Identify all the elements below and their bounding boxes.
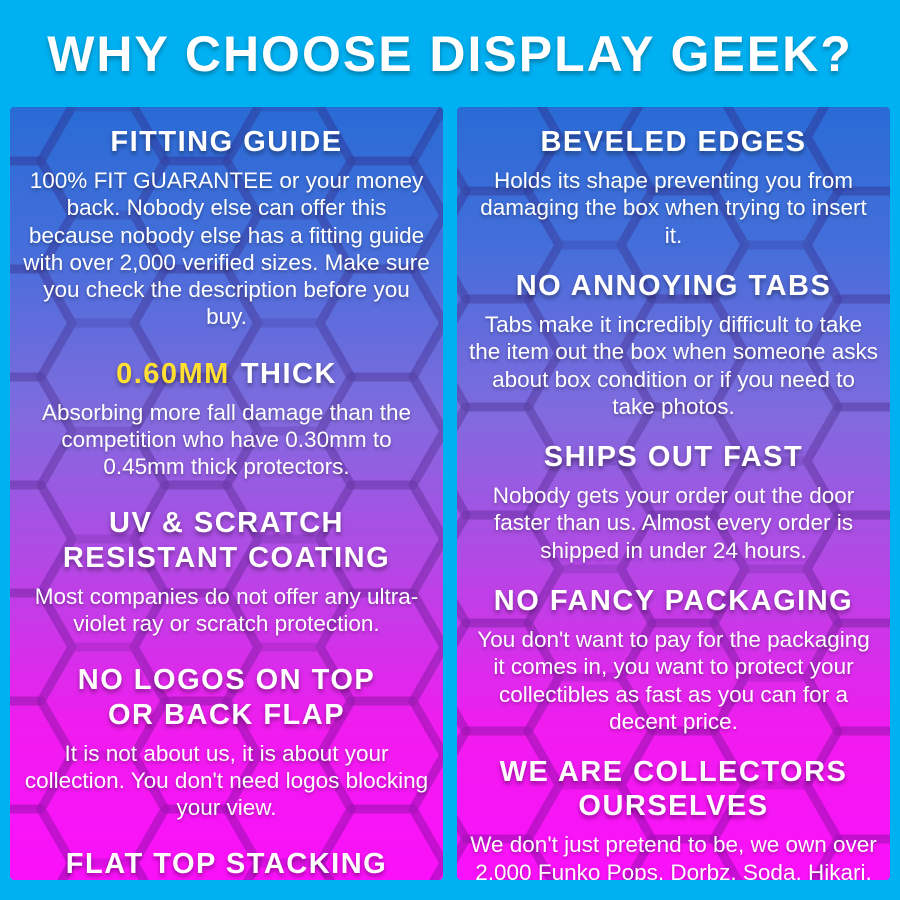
heading-line: OURSELVES bbox=[578, 790, 769, 823]
section-body: Absorbing more fall damage than the comp… bbox=[42, 399, 411, 480]
section-heading: NO FANCY PACKAGING bbox=[493, 584, 854, 617]
section-ships-out-fast: SHIPS OUT FAST Nobody gets your order ou… bbox=[469, 440, 878, 564]
header-bar: WHY CHOOSE DISPLAY GEEK? bbox=[0, 0, 900, 107]
page-title: WHY CHOOSE DISPLAY GEEK? bbox=[47, 25, 853, 82]
section-body: Holds its shape preventing you from dama… bbox=[480, 168, 867, 248]
section-body: Tabs make it incredibly difficult to tak… bbox=[469, 312, 878, 419]
section-heading: BEVELED EDGES bbox=[540, 126, 807, 158]
section-body: 100% FIT GUARANTEE or your money back. N… bbox=[23, 168, 430, 330]
section-beveled-edges: BEVELED EDGES Holds its shape preventing… bbox=[469, 125, 878, 249]
heading-line: RESISTANT COATING bbox=[62, 541, 391, 574]
columns-container: FITTING GUIDE 100% FIT GUARANTEE or your… bbox=[0, 107, 900, 890]
heading-rest: THICK bbox=[240, 357, 337, 390]
section-heading: WE ARE COLLECTORS OURSELVES bbox=[469, 755, 878, 823]
section-no-logos: NO LOGOS ON TOP OR BACK FLAP It is not ab… bbox=[22, 663, 431, 821]
right-panel-content: BEVELED EDGES Holds its shape preventing… bbox=[457, 107, 890, 880]
section-flat-top-stacking: FLAT TOP STACKING No bubbled sides and l… bbox=[22, 847, 431, 880]
heading-highlight: 0.60MM bbox=[116, 357, 230, 390]
section-body: Most companies do not offer any ultra-vi… bbox=[34, 583, 419, 637]
section-body: Nobody gets your order out the door fast… bbox=[492, 483, 855, 563]
right-panel: BEVELED EDGES Holds its shape preventing… bbox=[457, 107, 890, 880]
section-uv-coating: UV & SCRATCH RESISTANT COATING Most compa… bbox=[22, 506, 431, 637]
section-heading: SHIPS OUT FAST bbox=[543, 440, 804, 473]
section-body: It is not about us, it is about your col… bbox=[24, 740, 429, 821]
section-heading: 0.60MM THICK bbox=[22, 357, 431, 391]
section-heading: NO LOGOS ON TOP OR BACK FLAP bbox=[22, 663, 431, 731]
section-body: You don't want to pay for the packaging … bbox=[477, 627, 870, 734]
section-no-fancy-packaging: NO FANCY PACKAGING You don't want to pay… bbox=[469, 584, 878, 735]
heading-line: NO LOGOS ON TOP bbox=[77, 664, 376, 697]
left-panel: FITTING GUIDE 100% FIT GUARANTEE or your… bbox=[10, 107, 443, 880]
section-heading: NO ANNOYING TABS bbox=[515, 269, 832, 302]
section-thickness: 0.60MM THICK Absorbing more fall damage t… bbox=[22, 357, 431, 481]
section-we-are-collectors: WE ARE COLLECTORS OURSELVES We don't just… bbox=[469, 755, 878, 880]
left-panel-content: FITTING GUIDE 100% FIT GUARANTEE or your… bbox=[10, 107, 443, 880]
section-body: We don't just pretend to be, we own over… bbox=[470, 832, 877, 880]
section-heading: FLAT TOP STACKING bbox=[65, 848, 388, 880]
section-heading: FITTING GUIDE bbox=[110, 126, 343, 158]
section-fitting-guide: FITTING GUIDE 100% FIT GUARANTEE or your… bbox=[22, 125, 431, 331]
heading-line: OR BACK FLAP bbox=[107, 698, 346, 731]
heading-line: WE ARE COLLECTORS bbox=[499, 755, 848, 788]
section-no-annoying-tabs: NO ANNOYING TABS Tabs make it incredibly… bbox=[469, 269, 878, 420]
section-heading: UV & SCRATCH RESISTANT COATING bbox=[22, 506, 431, 574]
heading-line: UV & SCRATCH bbox=[109, 507, 344, 540]
